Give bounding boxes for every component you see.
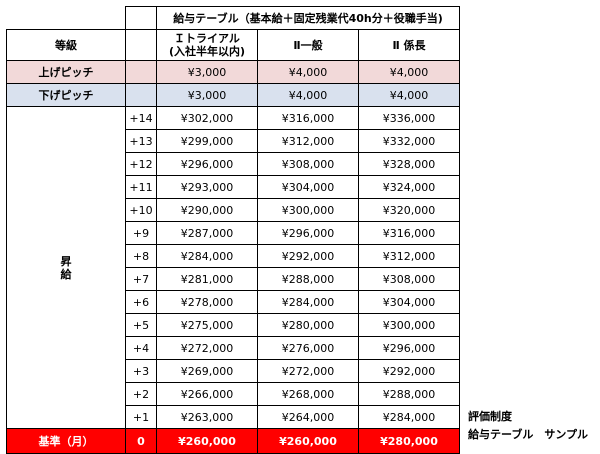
salary-cell-grade3: ¥332,000 (358, 129, 460, 153)
step-number: +12 (125, 152, 157, 176)
step-number: +8 (125, 244, 157, 268)
step-row: +9 ¥287,000 ¥296,000 ¥316,000 (7, 221, 460, 245)
step-number: +1 (125, 405, 157, 429)
grade1-name: Ｉトライアル (174, 32, 240, 45)
salary-cell-grade2: ¥264,000 (257, 405, 359, 429)
blank-cell (125, 29, 157, 61)
step-number: +3 (125, 359, 157, 383)
step-row: +8 ¥284,000 ¥292,000 ¥312,000 (7, 244, 460, 268)
grade1-header: Ｉトライアル (入社半年以内) (156, 29, 258, 61)
salary-cell-grade3: ¥324,000 (358, 175, 460, 199)
note-line1: 評価制度 (468, 410, 512, 423)
salary-cell-grade1: ¥293,000 (156, 175, 258, 199)
blank-cell (125, 83, 157, 107)
step-number: +5 (125, 313, 157, 337)
step-row: +13 ¥299,000 ¥312,000 ¥332,000 (7, 129, 460, 153)
grade1-note: (入社半年以内) (168, 45, 246, 58)
salary-cell-grade1: ¥287,000 (156, 221, 258, 245)
pitch-down-label: 下げピッチ (6, 83, 126, 107)
pitch-down-grade2: ¥4,000 (257, 83, 359, 107)
step-row: +6 ¥278,000 ¥284,000 ¥304,000 (7, 290, 460, 314)
pitch-up-grade3: ¥4,000 (358, 60, 460, 84)
step-row: +11 ¥293,000 ¥304,000 ¥324,000 (7, 175, 460, 199)
step-number: +14 (125, 106, 157, 130)
salary-cell-grade2: ¥280,000 (257, 313, 359, 337)
salary-cell-grade2: ¥272,000 (257, 359, 359, 383)
salary-cell-grade3: ¥320,000 (358, 198, 460, 222)
promotion-label-char: 給 (60, 267, 72, 281)
salary-cell-grade1: ¥269,000 (156, 359, 258, 383)
salary-cell-grade3: ¥292,000 (358, 359, 460, 383)
salary-cell-grade3: ¥316,000 (358, 221, 460, 245)
salary-cell-grade1: ¥275,000 (156, 313, 258, 337)
salary-cell-grade2: ¥312,000 (257, 129, 359, 153)
pitch-up-grade1: ¥3,000 (156, 60, 258, 84)
step-number: +10 (125, 198, 157, 222)
salary-cell-grade1: ¥281,000 (156, 267, 258, 291)
step-row: +7 ¥281,000 ¥288,000 ¥308,000 (7, 267, 460, 291)
step-number: +13 (125, 129, 157, 153)
salary-cell-grade2: ¥284,000 (257, 290, 359, 314)
salary-cell-grade1: ¥278,000 (156, 290, 258, 314)
salary-cell-grade1: ¥266,000 (156, 382, 258, 406)
blank-cell (125, 60, 157, 84)
pitch-up-label: 上げピッチ (6, 60, 126, 84)
note-line2: 給与テーブル サンプル (468, 428, 589, 441)
salary-cell-grade2: ¥288,000 (257, 267, 359, 291)
step-number: +11 (125, 175, 157, 199)
salary-cell-grade2: ¥276,000 (257, 336, 359, 360)
step-row: 昇給 +14 ¥302,000 ¥316,000 ¥336,000 (6, 106, 460, 429)
salary-cell-grade3: ¥296,000 (358, 336, 460, 360)
salary-cell-grade1: ¥272,000 (156, 336, 258, 360)
salary-cell-grade3: ¥300,000 (358, 313, 460, 337)
salary-cell-grade2: ¥308,000 (257, 152, 359, 176)
step-row: +1 ¥263,000 ¥264,000 ¥284,000 (7, 405, 460, 429)
grade-header-row: 等級 Ｉトライアル (入社半年以内) Ⅱ一般 Ⅱ 係長 (6, 29, 460, 61)
salary-cell-grade2: ¥292,000 (257, 244, 359, 268)
salary-cell-grade1: ¥299,000 (156, 129, 258, 153)
salary-cell-grade1: ¥263,000 (156, 405, 258, 429)
salary-cell-grade1: ¥302,000 (156, 106, 258, 130)
promotion-label-char: 昇 (60, 254, 72, 268)
salary-cell-grade3: ¥308,000 (358, 267, 460, 291)
step-row: +12 ¥296,000 ¥308,000 ¥328,000 (7, 152, 460, 176)
step-row: +10 ¥290,000 ¥300,000 ¥320,000 (7, 198, 460, 222)
step-row: +3 ¥269,000 ¥272,000 ¥292,000 (7, 359, 460, 383)
salary-cell-grade2: ¥268,000 (257, 382, 359, 406)
grade-label: 等級 (6, 29, 126, 61)
step-number: +4 (125, 336, 157, 360)
salary-cell-grade2: ¥296,000 (257, 221, 359, 245)
blank-cell (6, 6, 126, 30)
step-number: +9 (125, 221, 157, 245)
table-title-row: 給与テーブル（基本給＋固定残業代40h分＋役職手当) (6, 6, 460, 30)
step-row: +2 ¥266,000 ¥268,000 ¥288,000 (7, 382, 460, 406)
salary-cell-grade3: ¥284,000 (358, 405, 460, 429)
pitch-up-row: 上げピッチ ¥3,000 ¥4,000 ¥4,000 (6, 60, 460, 84)
pitch-down-grade3: ¥4,000 (358, 83, 460, 107)
pitch-down-grade1: ¥3,000 (156, 83, 258, 107)
table-title: 給与テーブル（基本給＋固定残業代40h分＋役職手当) (156, 6, 460, 30)
step-number: +2 (125, 382, 157, 406)
salary-cell-grade3: ¥328,000 (358, 152, 460, 176)
grade2-header: Ⅱ一般 (257, 29, 359, 61)
step-number: +6 (125, 290, 157, 314)
salary-table: 給与テーブル（基本給＋固定残業代40h分＋役職手当) 等級 Ｉトライアル (入社… (6, 6, 460, 454)
grade3-header: Ⅱ 係長 (358, 29, 460, 61)
blank-cell (125, 6, 157, 30)
pitch-down-row: 下げピッチ ¥3,000 ¥4,000 ¥4,000 (6, 83, 460, 107)
pitch-up-grade2: ¥4,000 (257, 60, 359, 84)
salary-cell-grade2: ¥300,000 (257, 198, 359, 222)
promotion-label: 昇給 (6, 106, 126, 429)
salary-cell-grade1: ¥284,000 (156, 244, 258, 268)
step-number: +7 (125, 267, 157, 291)
salary-cell-grade3: ¥304,000 (358, 290, 460, 314)
salary-cell-grade3: ¥336,000 (358, 106, 460, 130)
salary-cell-grade2: ¥316,000 (257, 106, 359, 130)
salary-cell-grade1: ¥290,000 (156, 198, 258, 222)
salary-cell-grade2: ¥304,000 (257, 175, 359, 199)
salary-cell-grade3: ¥312,000 (358, 244, 460, 268)
salary-cell-grade1: ¥296,000 (156, 152, 258, 176)
salary-cell-grade3: ¥288,000 (358, 382, 460, 406)
